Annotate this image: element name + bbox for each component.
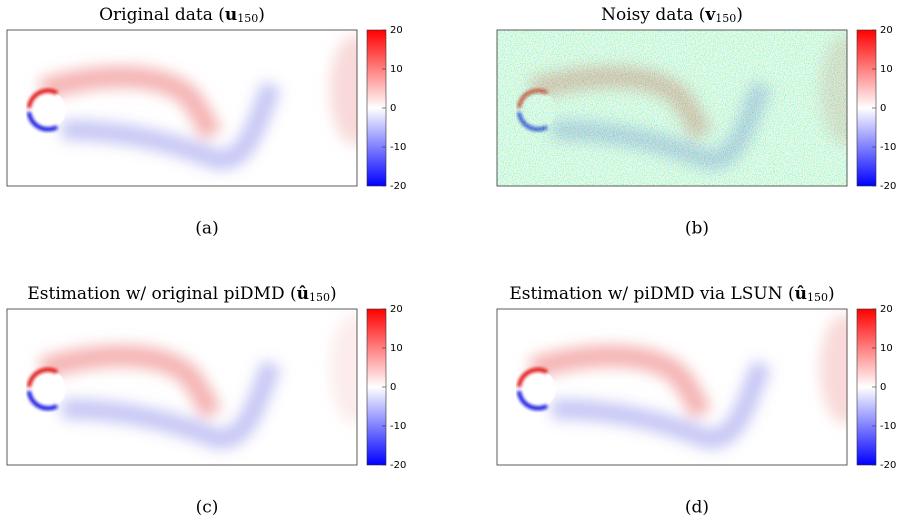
title-part: ): [736, 5, 743, 25]
title-part: 150: [237, 12, 258, 25]
plot-frame: [496, 29, 848, 187]
title-part: ): [330, 284, 337, 304]
cylinder: [28, 370, 66, 408]
edge: [517, 367, 548, 411]
title-part: Original data (: [99, 5, 225, 25]
wake: [528, 314, 847, 449]
plot-frame: [6, 308, 358, 466]
red-edge: [517, 367, 548, 388]
blue-edge: [27, 390, 58, 411]
blue-wake: [551, 360, 772, 449]
field: [7, 309, 357, 465]
caption: (d): [685, 498, 709, 518]
panel-title: Noisy data (v150): [601, 5, 743, 26]
colorbar-tick-label: -10: [880, 142, 896, 153]
field: [497, 30, 847, 186]
red-wake: [38, 65, 222, 140]
colorbar-tick-label: -20: [880, 181, 896, 192]
colorbar-tick-label: 0: [390, 103, 396, 114]
title-part: Noisy data (: [601, 5, 705, 25]
colorbar-tick-label: 10: [880, 64, 893, 75]
plot-frame: [6, 29, 358, 187]
colorbar-tick-label: 0: [390, 382, 396, 393]
panel-title: Estimation w/ piDMD via LSUN (û150): [509, 284, 834, 305]
title-part: 150: [807, 291, 828, 304]
colorbar-tick-label: 10: [390, 64, 403, 75]
edge: [27, 367, 58, 411]
blue-edge: [27, 111, 58, 132]
title-part: Estimation w/ piDMD via LSUN (: [509, 284, 794, 304]
colorbar-tick-label: -10: [390, 421, 406, 432]
field: [7, 30, 357, 186]
colorbar-tick-label: 20: [390, 304, 403, 315]
blue-wake: [61, 360, 282, 449]
title-part: ): [828, 284, 835, 304]
panel: Estimation w/ piDMD via LSUN (û150) (d) 20…: [496, 284, 896, 518]
title-part: 150: [715, 12, 736, 25]
panel: Noisy data (v150) (b) 20 10 0 -10 -20: [496, 5, 896, 239]
right-red: [330, 35, 357, 145]
title-part: u: [225, 5, 237, 25]
title-part: ): [258, 5, 265, 25]
edge: [27, 88, 58, 132]
panel-title: Estimation w/ original piDMD (û150): [27, 284, 336, 305]
title-part: v: [704, 5, 716, 25]
red-edge: [27, 367, 58, 388]
blue-wake: [61, 81, 282, 170]
title-part: û: [795, 284, 807, 304]
cylinder: [518, 370, 556, 408]
red-edge: [27, 88, 58, 109]
title-part: û: [297, 284, 309, 304]
colorbar-tick-label: 10: [390, 343, 403, 354]
right-red: [820, 314, 847, 424]
colorbar-tick-label: -20: [390, 460, 406, 471]
colorbar-tick-label: -20: [880, 460, 896, 471]
colorbar-tick-label: 0: [880, 382, 886, 393]
colorbar-tick-label: 20: [880, 25, 893, 36]
caption: (a): [195, 219, 218, 239]
colorbar-tick-label: -20: [390, 181, 406, 192]
panel: Original data (u150) (a) 20 10 0 -10 -20: [6, 5, 406, 239]
colorbar-tick-label: 10: [880, 343, 893, 354]
noise: [497, 30, 847, 186]
colorbar-tick-label: -10: [390, 142, 406, 153]
title-part: 150: [309, 291, 330, 304]
wake: [38, 35, 357, 170]
red-wake: [38, 344, 222, 419]
red-wake: [528, 344, 712, 419]
colorbar-tick-label: 20: [880, 304, 893, 315]
colorbar-tick-label: -10: [880, 421, 896, 432]
panel-title: Original data (u150): [99, 5, 265, 26]
caption: (b): [685, 219, 709, 239]
plot-frame: [496, 308, 848, 466]
right-red: [330, 314, 357, 424]
field: [497, 309, 847, 465]
panel: Estimation w/ original piDMD (û150) (c) 20…: [6, 284, 406, 518]
cylinder: [28, 91, 66, 129]
title-part: Estimation w/ original piDMD (: [27, 284, 296, 304]
caption: (c): [196, 498, 219, 518]
colorbar-tick-label: 20: [390, 25, 403, 36]
colorbar-tick-label: 0: [880, 103, 886, 114]
blue-edge: [517, 390, 548, 411]
wake: [38, 314, 357, 449]
